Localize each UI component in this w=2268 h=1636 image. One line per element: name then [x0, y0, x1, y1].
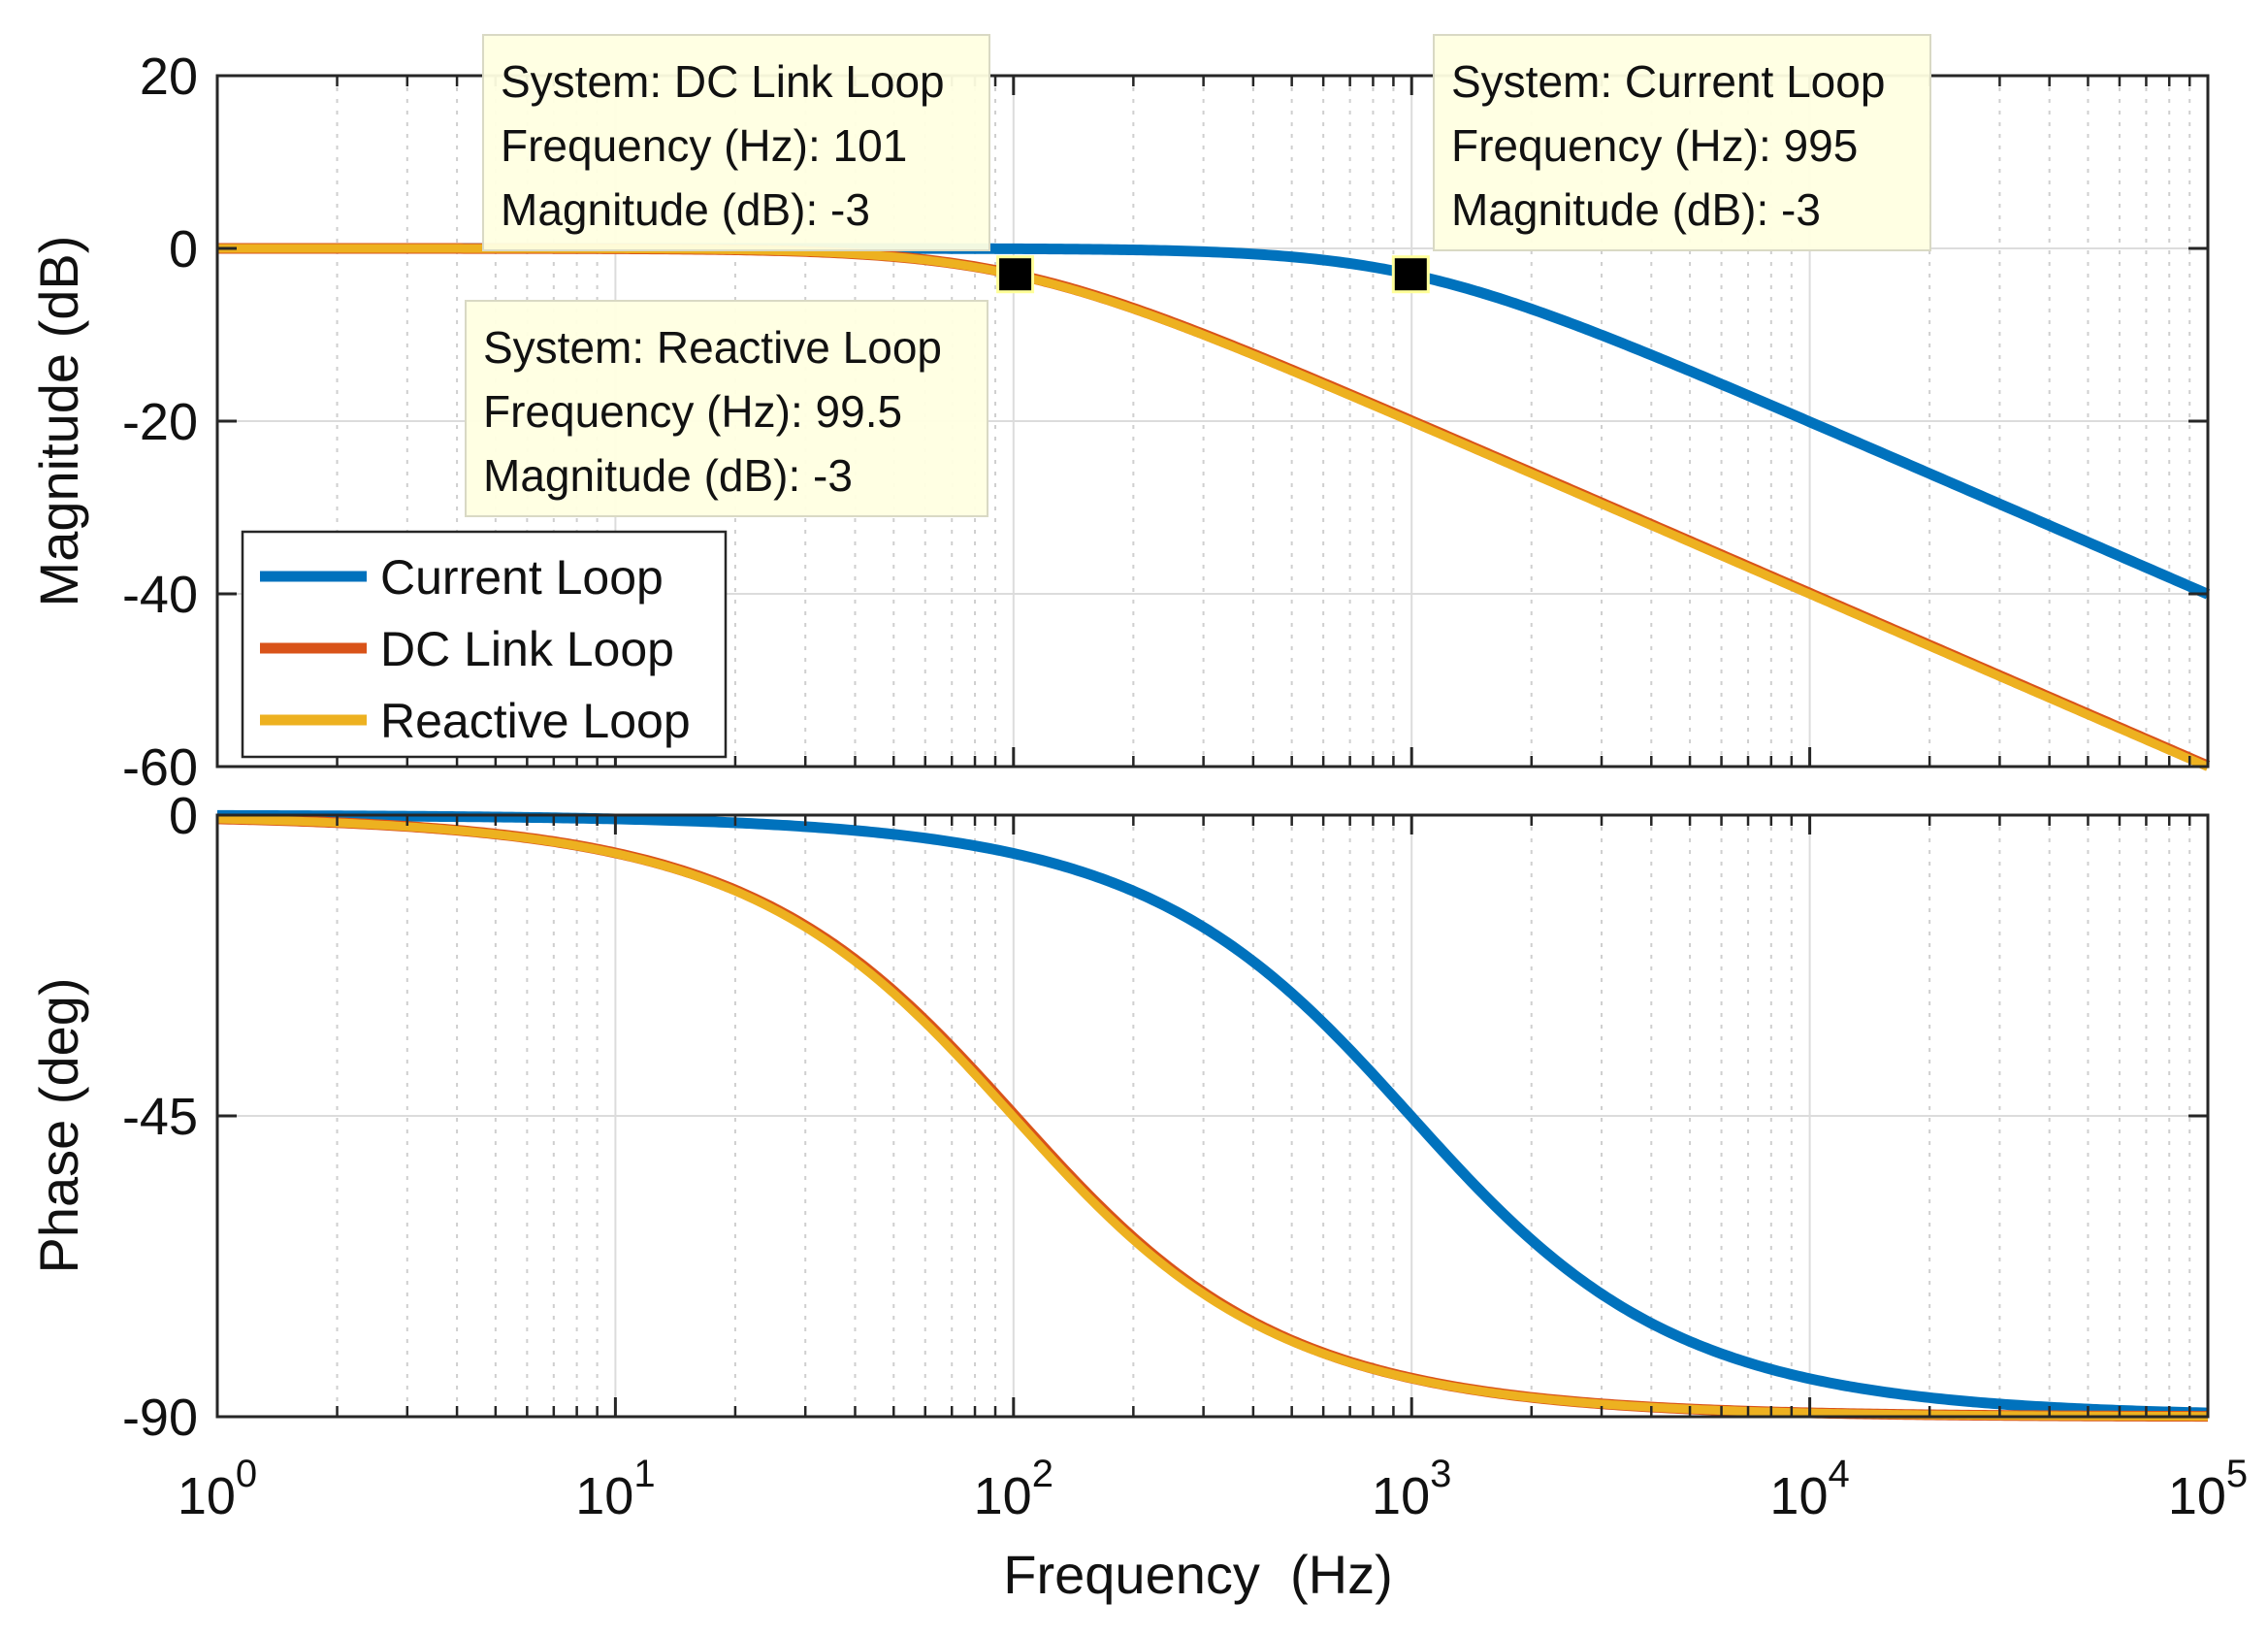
phase-axes: 0 -45 -90 Phase (deg): [28, 787, 2210, 1447]
magnitude-axis-label: Magnitude (dB): [28, 236, 89, 607]
phase-line-current-loop: [215, 809, 2210, 1419]
y-tick-label: 0: [169, 787, 198, 845]
datatip-reactive-loop[interactable]: System: Reactive Loop Frequency (Hz): 99.…: [465, 300, 988, 517]
magnitude-y-tick-labels: 20 0 -20 -40 -60: [122, 48, 198, 797]
phase-grid: [217, 815, 2208, 1417]
datatip-line: System: Current Loop: [1451, 56, 1885, 107]
datatip-line: Frequency (Hz): 995: [1451, 120, 1858, 171]
y-tick-label: -60: [122, 738, 198, 797]
legend-label: Current Loop: [380, 550, 664, 605]
phase-y-tick-labels: 0 -45 -90: [122, 787, 198, 1447]
legend-label: DC Link Loop: [380, 622, 674, 676]
datatip-dc-link-loop[interactable]: System: DC Link Loop Frequency (Hz): 101 M…: [482, 34, 990, 251]
x-axis-label: Frequency (Hz): [1003, 1544, 1392, 1605]
legend-entry[interactable]: DC Link Loop: [260, 622, 674, 676]
datatip-line: Magnitude (dB): -3: [1451, 184, 1821, 235]
y-tick-label: -20: [122, 393, 198, 451]
y-tick-label: -45: [122, 1088, 198, 1146]
datatip-marker[interactable]: [1391, 255, 1430, 294]
datatip-current-loop[interactable]: System: Current Loop Frequency (Hz): 995 M…: [1433, 34, 1931, 251]
legend-label: Reactive Loop: [380, 694, 691, 748]
datatip-line: System: DC Link Loop: [501, 56, 945, 107]
datatip-line: Frequency (Hz): 101: [501, 120, 907, 171]
datatip-line: Magnitude (dB): -3: [483, 450, 853, 501]
phase-curves: [215, 809, 2210, 1423]
datatip-line: Magnitude (dB): -3: [501, 184, 870, 235]
phase-axis-label: Phase (deg): [28, 977, 89, 1273]
phase-ticks: [215, 813, 2210, 1419]
y-tick-label: 20: [140, 48, 198, 106]
datatip-line: Frequency (Hz): 99.5: [483, 386, 902, 437]
y-tick-label: -90: [122, 1389, 198, 1447]
datatip-marker[interactable]: [996, 255, 1035, 294]
legend-entry[interactable]: Current Loop: [260, 550, 664, 605]
y-tick-label: 0: [169, 220, 198, 278]
datatip-line: System: Reactive Loop: [483, 322, 942, 373]
datatips: System: DC Link Loop Frequency (Hz): 101 M…: [465, 34, 1931, 517]
phase-line-reactive-loop: [216, 814, 2209, 1422]
legend[interactable]: Current Loop DC Link Loop Reactive Loop: [241, 530, 728, 759]
legend-entry[interactable]: Reactive Loop: [260, 694, 691, 748]
y-tick-label: -40: [122, 566, 198, 624]
